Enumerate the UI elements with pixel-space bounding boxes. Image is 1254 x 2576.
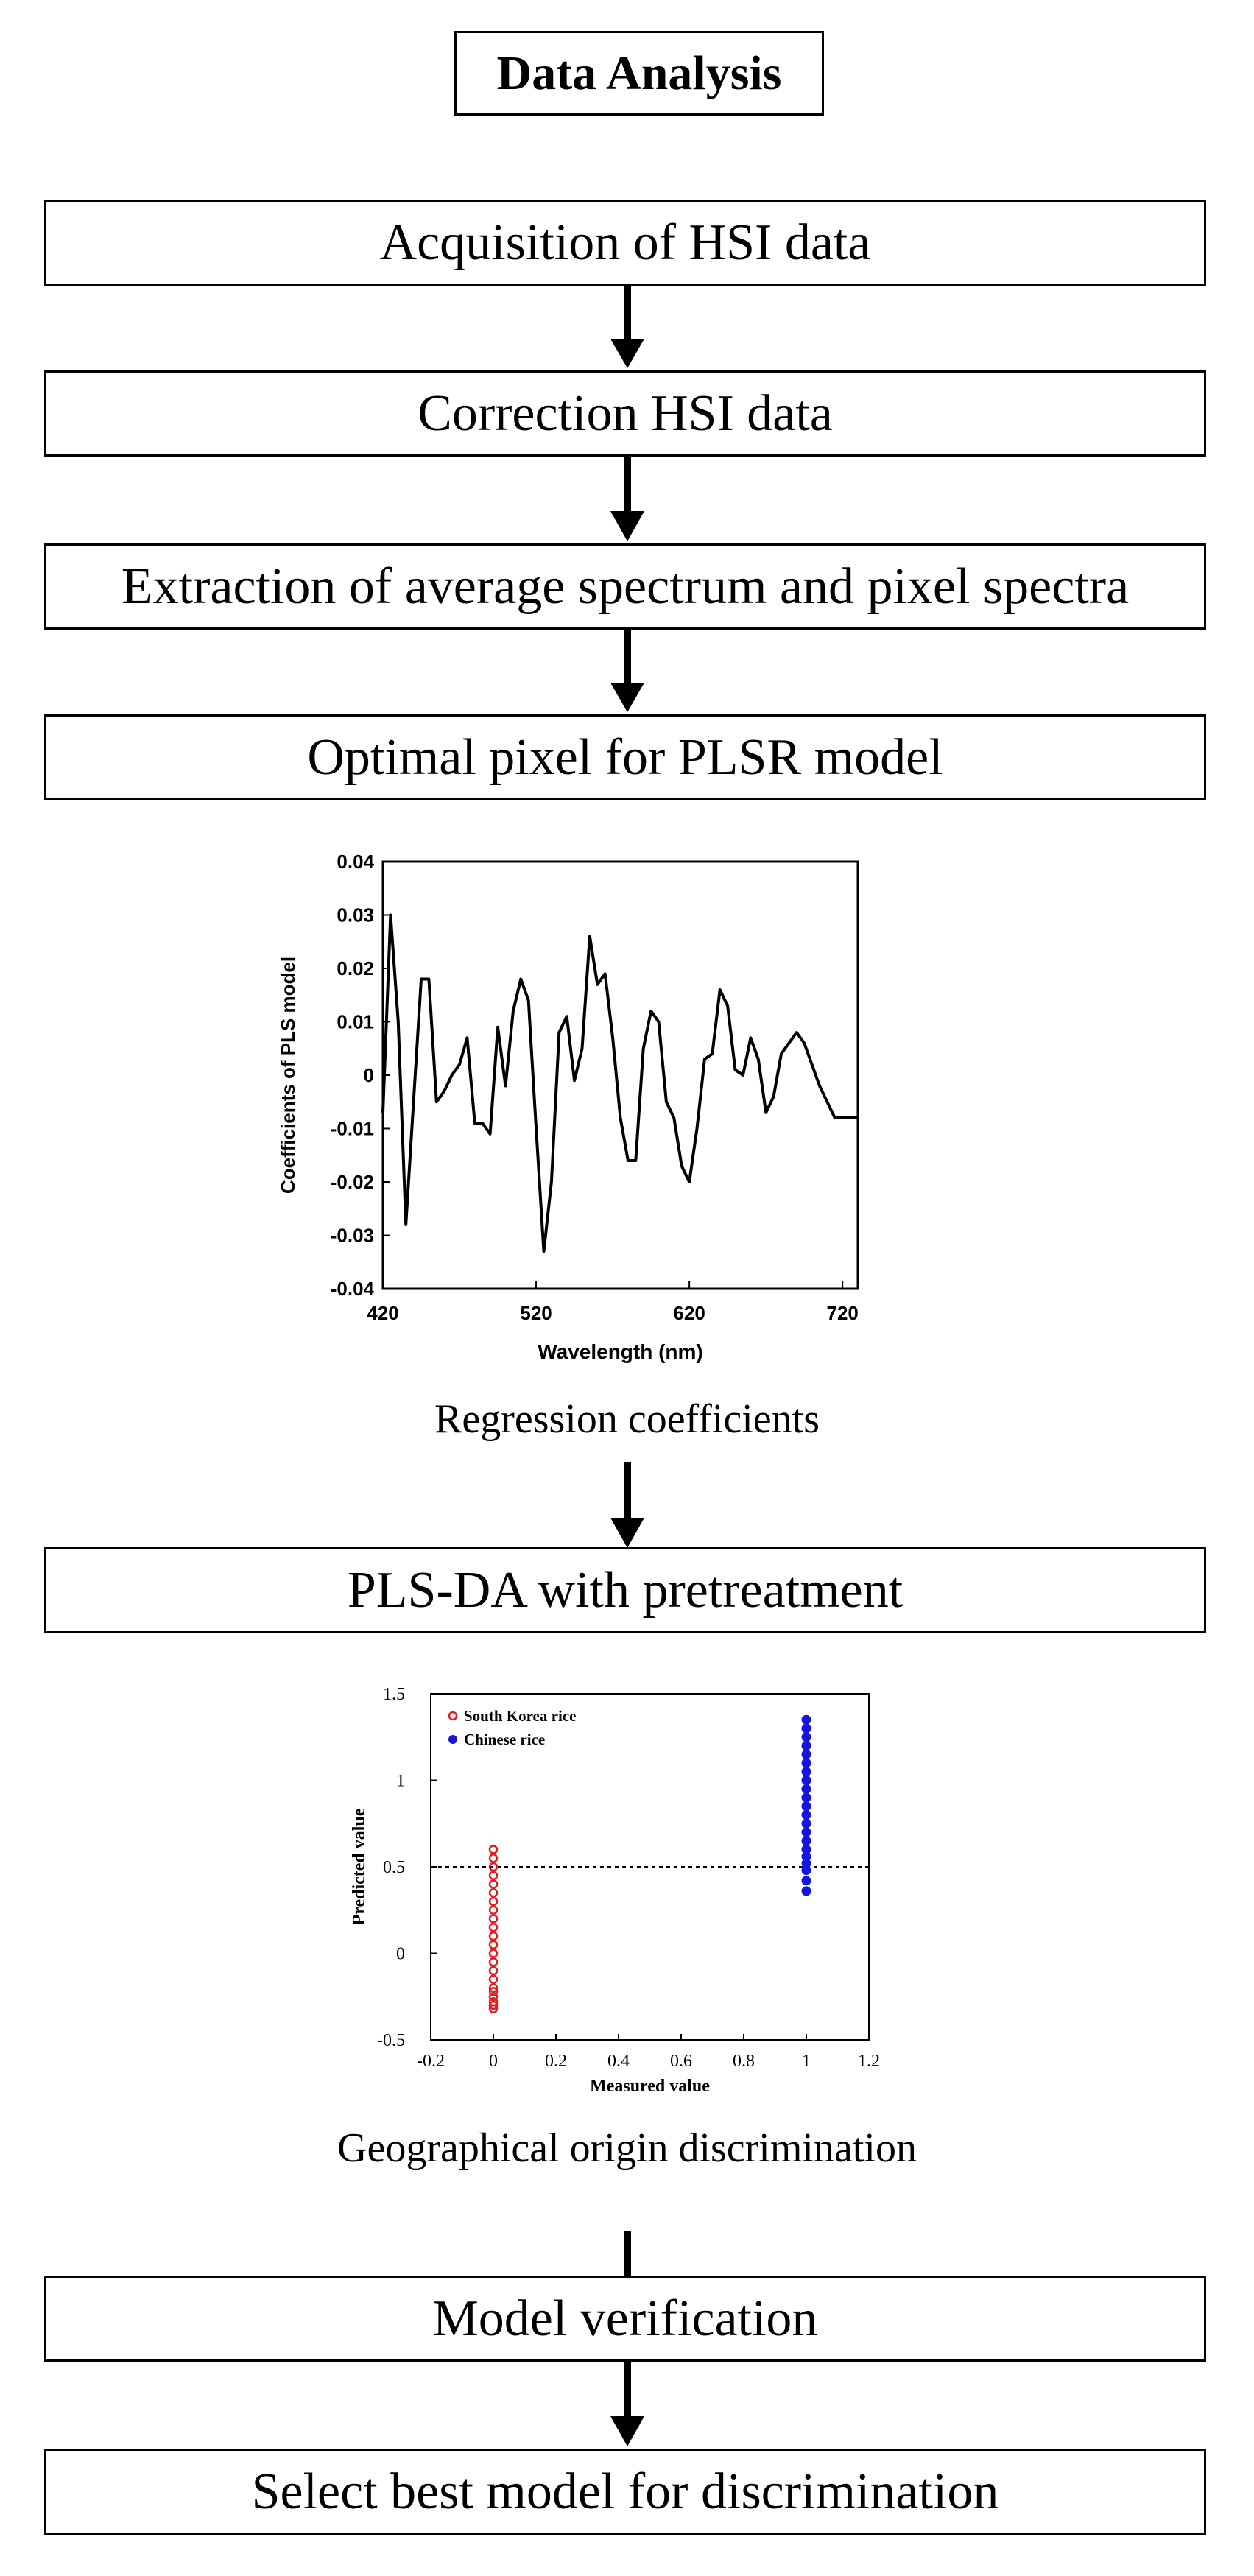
step-extraction: Extraction of average spectrum and pixel…: [44, 543, 1206, 630]
arrow-down-icon: [610, 286, 644, 368]
chinese-rice-point: [801, 1845, 811, 1854]
chinese-rice-point: [801, 1784, 811, 1794]
y-tick-label: 1: [396, 1772, 405, 1791]
y-tick-label: -0.03: [331, 1225, 374, 1247]
caption-discrimination: Geographical origin discrimination: [337, 2125, 917, 2171]
y-tick-label: -0.5: [377, 2031, 405, 2050]
korea-rice-point: [488, 1845, 499, 1854]
y-axis-label: Predicted value: [350, 1808, 369, 1925]
step-model-verification: Model verification: [44, 2276, 1206, 2362]
chinese-rice-point: [801, 1758, 811, 1768]
x-tick-label: -0.2: [417, 2052, 445, 2071]
chinese-rice-point: [801, 1818, 811, 1829]
y-tick-label: -0.04: [331, 1278, 375, 1300]
y-tick-label: 0.02: [337, 957, 374, 979]
korea-rice-point: [488, 1983, 499, 1993]
y-axis-label: Coefficients of PLS model: [277, 957, 299, 1194]
chinese-rice-point: [801, 1714, 811, 1725]
korea-rice-point: [488, 2000, 499, 2010]
korea-rice-point: [488, 1931, 499, 1941]
korea-rice-point: [488, 1949, 499, 1958]
x-tick-label: 1.2: [858, 2052, 880, 2071]
x-tick-label: 0.2: [545, 2052, 567, 2071]
y-tick-label: -0.01: [331, 1118, 374, 1140]
caption-regression: Regression coefficients: [434, 1396, 820, 1442]
step-correction: Correction HSI data: [44, 370, 1206, 457]
x-tick-label: 0.4: [607, 2052, 630, 2071]
korea-rice-point: [488, 1923, 499, 1932]
korea-rice-point: [488, 1997, 499, 2007]
korea-rice-point: [488, 1914, 499, 1924]
korea-rice-point: [488, 1957, 499, 1967]
chinese-rice-point: [801, 1732, 811, 1742]
step-plsda: PLS-DA with pretreatment: [44, 1547, 1206, 1633]
chinese-rice-point: [801, 1776, 811, 1785]
legend-marker-china: [448, 1735, 457, 1744]
y-tick-label: 1.5: [383, 1685, 405, 1704]
y-tick-label: -0.02: [331, 1171, 374, 1193]
y-tick-label: 0.04: [337, 851, 374, 873]
korea-rice-point: [488, 1854, 499, 1863]
korea-rice-point: [488, 1871, 499, 1880]
korea-rice-point: [488, 1992, 499, 2002]
diagram-title: Data Analysis: [454, 31, 824, 116]
step-optimal-pixel: Optimal pixel for PLSR model: [44, 714, 1206, 800]
legend-marker-korea: [448, 1711, 458, 1721]
korea-rice-point: [488, 1966, 499, 1976]
x-tick-label: 420: [367, 1302, 398, 1324]
arrow-down-icon: [610, 457, 644, 541]
korea-rice-point: [488, 1879, 499, 1889]
y-tick-label: 0.03: [337, 904, 374, 926]
arrow-down-icon: [610, 1462, 644, 1548]
korea-rice-point: [488, 1986, 499, 1996]
y-tick-label: 0: [396, 1945, 405, 1964]
plot-frame: [381, 860, 859, 1290]
chinese-rice-point: [801, 1827, 811, 1837]
korea-rice-point: [488, 1888, 499, 1898]
korea-rice-point: [488, 1940, 499, 1949]
step-select-best-model: Select best model for discrimination: [44, 2449, 1206, 2535]
x-tick-label: 0: [489, 2052, 498, 2071]
korea-rice-point: [488, 1905, 499, 1915]
x-tick-label: 1: [802, 2052, 811, 2071]
arrow-down-icon: [610, 630, 644, 712]
chinese-rice-point: [801, 1801, 811, 1812]
coefficients-line: [381, 913, 858, 1253]
korea-rice-point: [488, 1862, 499, 1872]
x-axis-label: Wavelength (nm): [538, 1340, 703, 1363]
y-tick-label: 0.5: [383, 1858, 405, 1877]
step-acquisition: Acquisition of HSI data: [44, 200, 1206, 286]
y-tick-label: 0: [364, 1064, 374, 1086]
chinese-rice-point: [801, 1886, 811, 1896]
discrimination-scatter-chart: -0.5 0 0.5 1 1.5 -0.2 0 0.2 0.4 0.6 0.8 1 1.2 South K…: [350, 1685, 880, 2096]
x-axis-label: Measured value: [590, 2077, 710, 2096]
chinese-rice-point: [801, 1792, 811, 1803]
chinese-rice-point: [801, 1723, 811, 1734]
legend-label-china: Chinese rice: [464, 1731, 545, 1748]
chinese-rice-point: [801, 1836, 811, 1846]
korea-rice-point: [488, 1974, 499, 1984]
x-tick-label: 0.6: [670, 2052, 692, 2071]
arrow-down-icon: [610, 2362, 644, 2446]
legend-label-korea: South Korea rice: [464, 1707, 576, 1725]
x-tick-label: 520: [520, 1302, 552, 1324]
x-tick-label: 0.8: [733, 2052, 755, 2071]
x-tick-label: 720: [826, 1302, 858, 1324]
chinese-rice-point: [801, 1810, 811, 1820]
chinese-rice-point: [801, 1741, 811, 1750]
chinese-rice-point: [801, 1749, 811, 1759]
korea-rice-point: [488, 1896, 499, 1907]
x-tick-label: 620: [673, 1302, 705, 1324]
y-tick-label: 0.01: [337, 1011, 374, 1033]
chinese-rice-point: [801, 1876, 811, 1886]
regression-coefficients-chart: -0.04 -0.03 -0.02 -0.01 0 0.01 0.02 0.03 0.04 420…: [277, 851, 859, 1363]
chinese-rice-point: [801, 1767, 811, 1777]
